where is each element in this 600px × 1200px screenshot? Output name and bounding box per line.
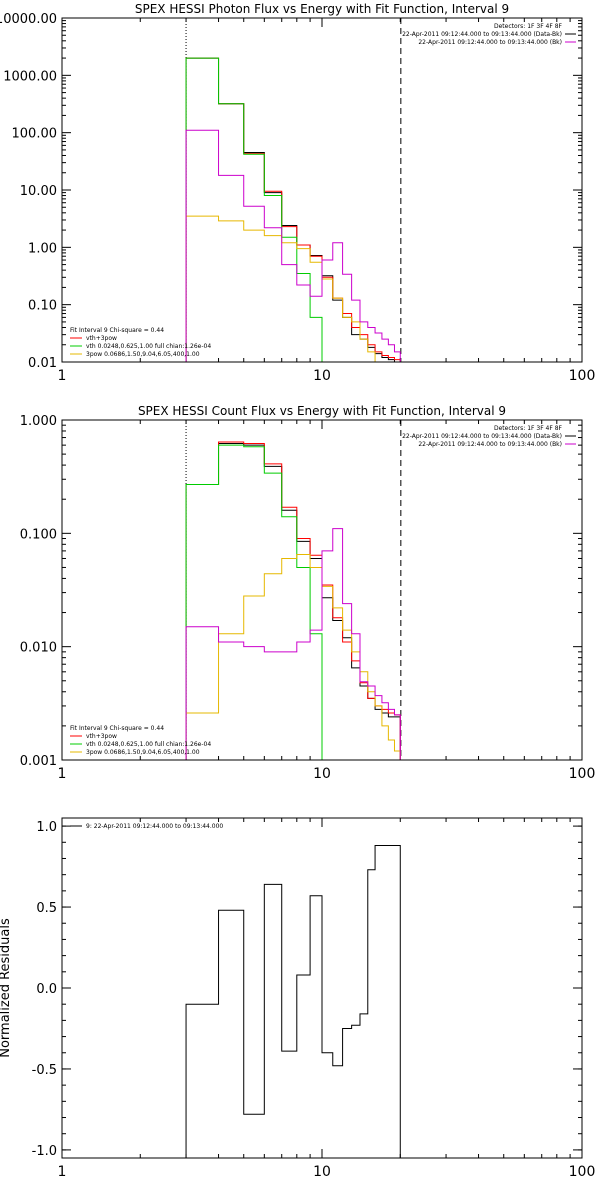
y-tick-label: -1.0	[32, 1144, 57, 1159]
data-area	[185, 845, 401, 1158]
series-line-1	[185, 57, 401, 362]
y-tick-label: 10000.00	[0, 12, 57, 27]
chart-title: SPEX HESSI Photon Flux vs Energy with Fi…	[135, 2, 509, 16]
y-tick-label: 1.000	[20, 414, 57, 429]
y-tick-label: 0.010	[20, 641, 57, 656]
plot-frame	[61, 817, 583, 1159]
chart-panel-3: Normalized Residuals 1 10 100 1.0 0.5 0.0 -0.5 -…	[0, 817, 596, 1180]
x-tick-label: 10	[313, 766, 331, 782]
series-line-3	[185, 444, 323, 760]
legend-entry: 22-Apr-2011 09:12:44.000 to 09:13:44.000…	[402, 433, 562, 440]
y-tick-label: -0.5	[32, 1063, 57, 1078]
legend-entry: 22-Apr-2011 09:12:44.000 to 09:13:44.000…	[418, 39, 562, 46]
x-tick-label: 10	[313, 368, 331, 384]
legend-entry: Fit Interval 9 Chi-square = 0.44	[70, 725, 164, 732]
y-tick-label: 0.001	[20, 754, 57, 769]
legend-entry: vth+3pow	[86, 733, 117, 740]
legend-entry: Detectors: 1F 3F 4F 8F	[494, 425, 563, 432]
y-tick-label: 0.01	[28, 356, 57, 371]
y-axis-label: Normalized Residuals	[0, 918, 13, 1058]
x-tick-label: 10	[313, 1164, 331, 1180]
legend-entry: Fit Interval 9 Chi-square = 0.44	[70, 327, 164, 334]
x-tick-label: 1	[58, 766, 67, 782]
x-tick-label: 100	[569, 766, 596, 782]
x-tick-label: 1	[58, 1164, 67, 1180]
legend-entry: vth 0.0248,0.625,1.00 full chian:1.26e-0…	[86, 741, 211, 748]
series-line-3	[185, 57, 323, 362]
chart-title: SPEX HESSI Count Flux vs Energy with Fit…	[138, 404, 506, 418]
y-tick-label: 1000.00	[3, 69, 57, 84]
legend-entry: 22-Apr-2011 09:12:44.000 to 09:13:44.000…	[402, 31, 562, 38]
y-tick-label: 10.00	[20, 184, 57, 199]
series-line-4	[185, 215, 383, 362]
legend-entry: 3pow 0.0686,1.50,9.04,6.05,400,1.00	[86, 749, 200, 756]
chart-panel-2: SPEX HESSI Count Flux vs Energy with Fit…	[20, 404, 596, 782]
x-tick-label: 100	[569, 1164, 596, 1180]
legend-entry: 9: 22-Apr-2011 09:12:44.000 to 09:13:44.…	[86, 823, 223, 830]
legend-entry: vth 0.0248,0.625,1.00 full chian:1.26e-0…	[86, 343, 211, 350]
series-line-5	[185, 528, 401, 760]
plot-frame	[61, 17, 583, 363]
series-line-4	[185, 554, 401, 760]
data-area	[185, 57, 401, 362]
plot-frame	[61, 419, 583, 761]
y-tick-label: 100.00	[12, 127, 58, 142]
chart-panel-1: SPEX HESSI Photon Flux vs Energy with Fi…	[0, 2, 596, 384]
x-tick-label: 1	[58, 368, 67, 384]
y-tick-label: 1.0	[36, 820, 57, 835]
legend-entry: vth+3pow	[86, 335, 117, 342]
y-tick-label: 0.10	[28, 299, 57, 314]
series-line-1	[185, 845, 401, 1158]
series-line-5	[185, 129, 401, 362]
y-tick-label: 0.5	[36, 901, 57, 916]
data-area	[185, 441, 401, 760]
x-tick-label: 100	[569, 368, 596, 384]
legend-entry: Detectors: 1F 3F 4F 8F	[494, 23, 563, 30]
series-line-1	[185, 443, 401, 760]
legend-entry: 3pow 0.0686,1.50,9.04,6.05,400,1.00	[86, 351, 200, 358]
y-tick-label: 0.0	[36, 982, 57, 997]
series-line-2	[185, 441, 401, 760]
legend-entry: 22-Apr-2011 09:12:44.000 to 09:13:44.000…	[418, 441, 562, 448]
y-tick-label: 1.00	[28, 241, 57, 256]
y-tick-label: 0.100	[20, 527, 57, 542]
